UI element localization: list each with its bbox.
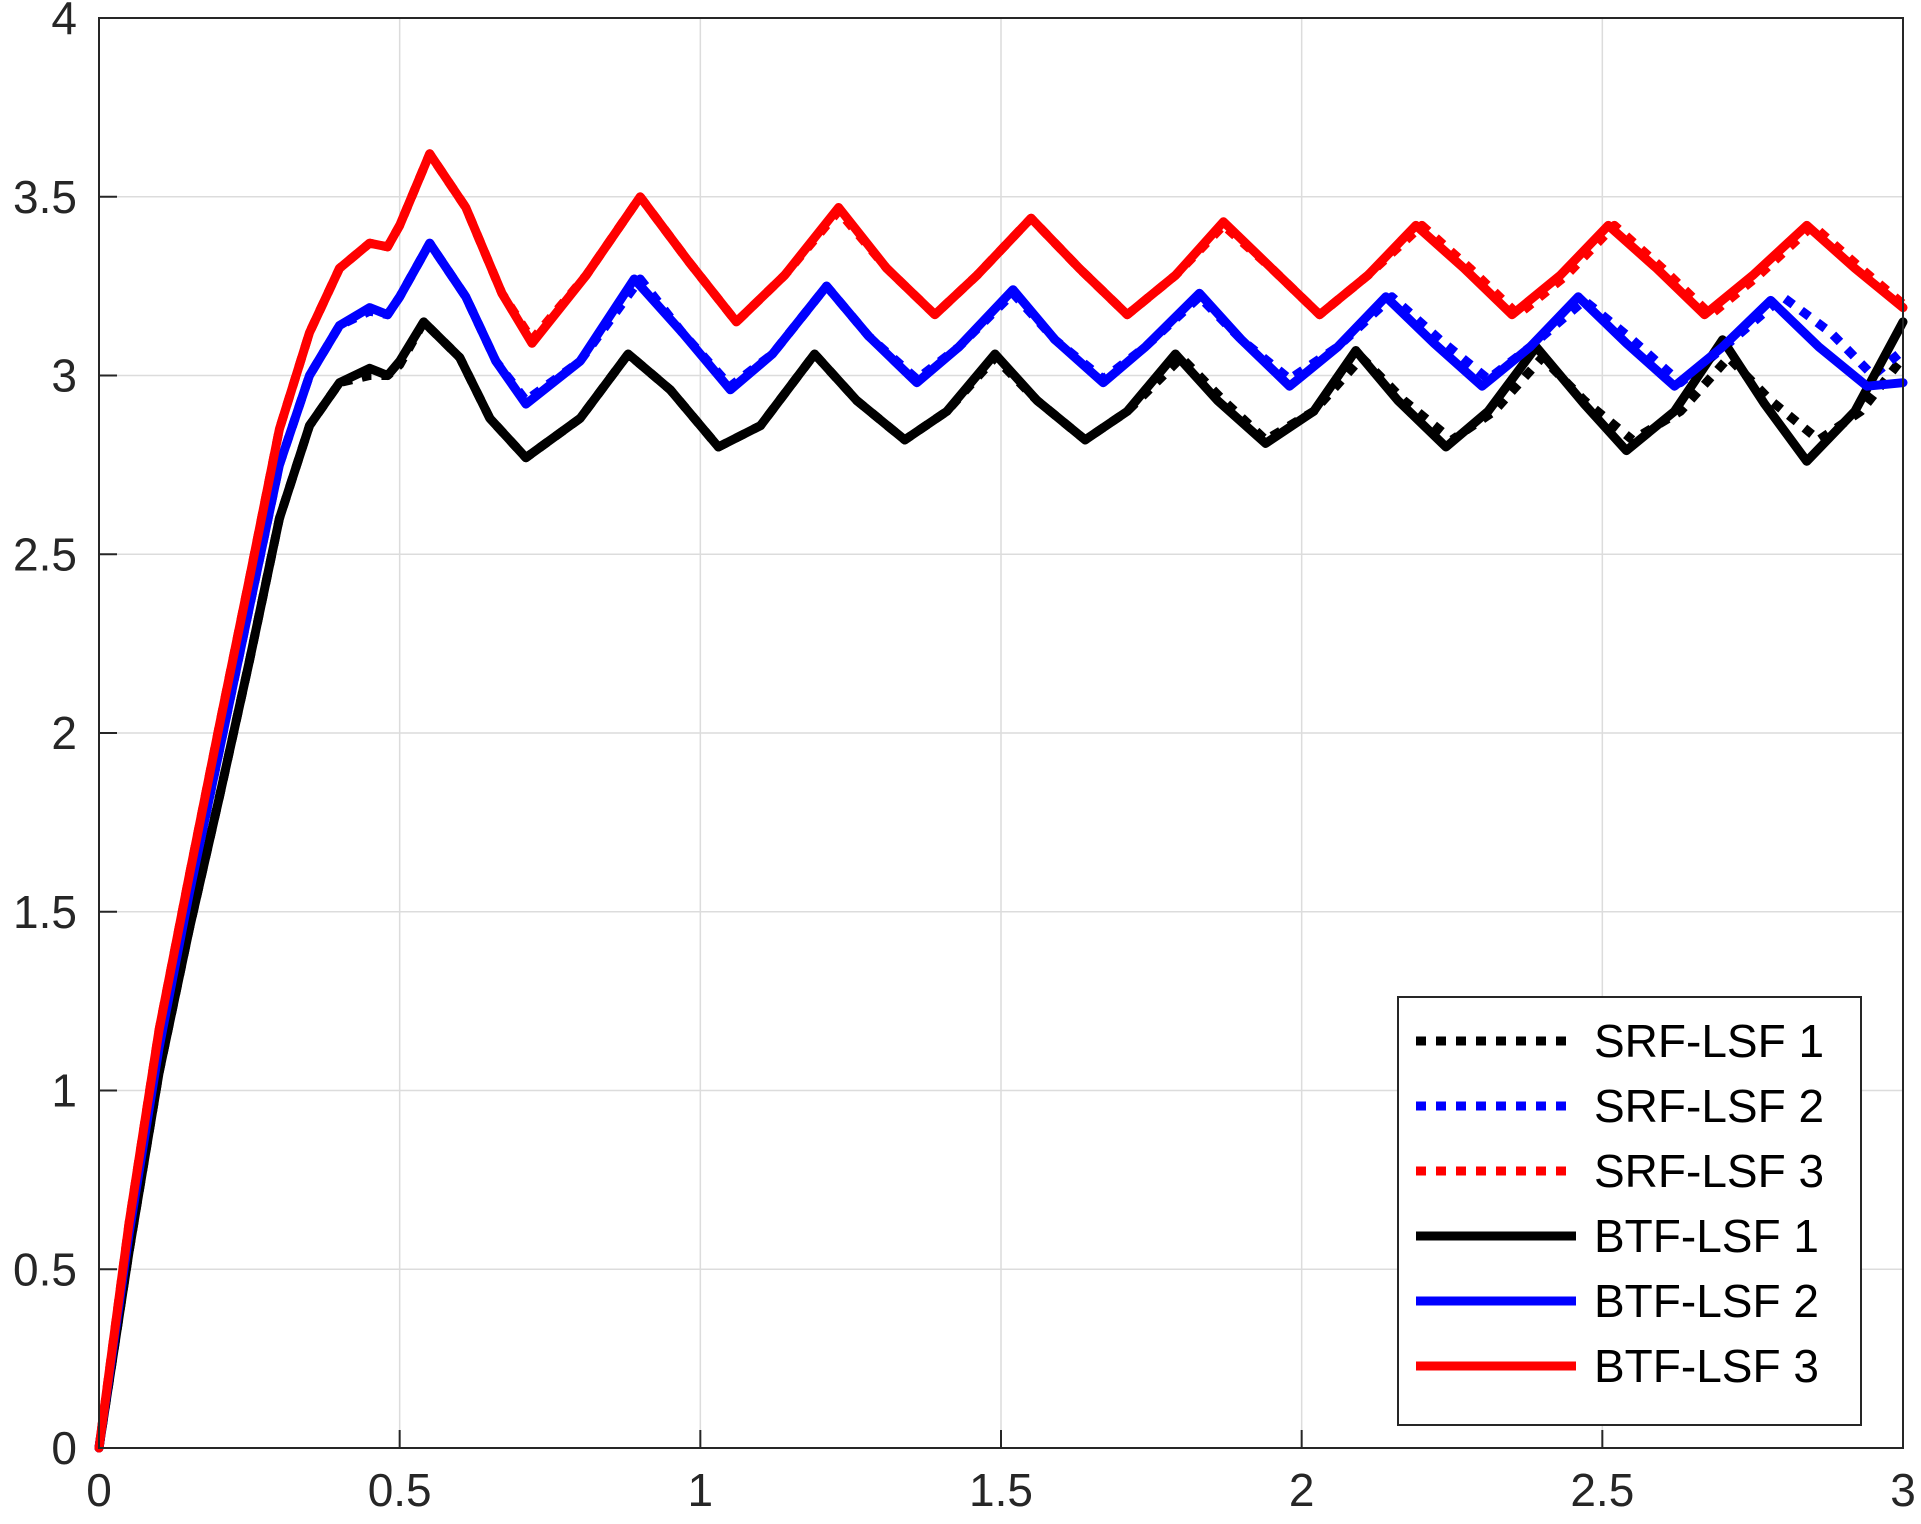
y-tick-label: 2.5 [13, 528, 77, 580]
legend-label: SRF-LSF 2 [1594, 1080, 1824, 1132]
legend-label: BTF-LSF 3 [1594, 1340, 1819, 1392]
y-tick-label: 1 [51, 1065, 77, 1117]
legend-label: SRF-LSF 3 [1594, 1145, 1824, 1197]
y-tick-label: 2 [51, 707, 77, 759]
y-tick-label: 0.5 [13, 1243, 77, 1295]
x-tick-label: 1 [688, 1464, 714, 1516]
x-tick-label: 3 [1890, 1464, 1916, 1516]
y-tick-label: 3.5 [13, 171, 77, 223]
legend: SRF-LSF 1 SRF-LSF 2 SRF-LSF 3 BTF-LSF 1 BTF-… [1397, 996, 1862, 1426]
x-tick-label: 2.5 [1570, 1464, 1634, 1516]
series-layer [94, 149, 1908, 1453]
legend-box [1397, 996, 1862, 1426]
series-line-btf-lsf-3 [94, 149, 1908, 1453]
y-axis-tick-labels: 0 0.5 1 1.5 2 2.5 3 3.5 4 [13, 0, 77, 1474]
legend-label: SRF-LSF 1 [1594, 1015, 1824, 1067]
x-tick-label: 2 [1289, 1464, 1315, 1516]
y-tick-label: 0 [51, 1422, 77, 1474]
series-line-btf-lsf-2 [94, 238, 1908, 1453]
axis-ticks [98, 17, 1904, 1449]
x-axis-tick-labels: 0 0.5 1 1.5 2 2.5 3 [86, 1464, 1916, 1516]
legend-label: BTF-LSF 2 [1594, 1275, 1819, 1327]
y-tick-label: 3 [51, 350, 77, 402]
x-tick-label: 1.5 [969, 1464, 1033, 1516]
x-tick-label: 0.5 [368, 1464, 432, 1516]
y-tick-label: 4 [51, 0, 77, 44]
y-tick-label: 1.5 [13, 886, 77, 938]
legend-label: BTF-LSF 1 [1594, 1210, 1819, 1262]
x-tick-label: 0 [86, 1464, 112, 1516]
series-line-btf-lsf-1 [94, 317, 1908, 1453]
